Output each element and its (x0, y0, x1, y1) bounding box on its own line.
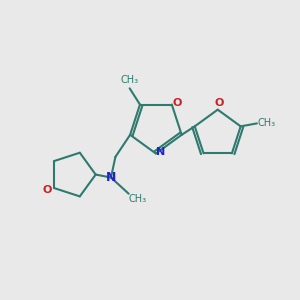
Text: N: N (156, 147, 165, 157)
Text: O: O (214, 98, 224, 108)
Text: CH₃: CH₃ (121, 75, 139, 85)
Text: N: N (106, 171, 116, 184)
Text: CH₃: CH₃ (128, 194, 146, 204)
Text: O: O (172, 98, 182, 108)
Text: O: O (43, 184, 52, 194)
Text: CH₃: CH₃ (257, 118, 276, 128)
